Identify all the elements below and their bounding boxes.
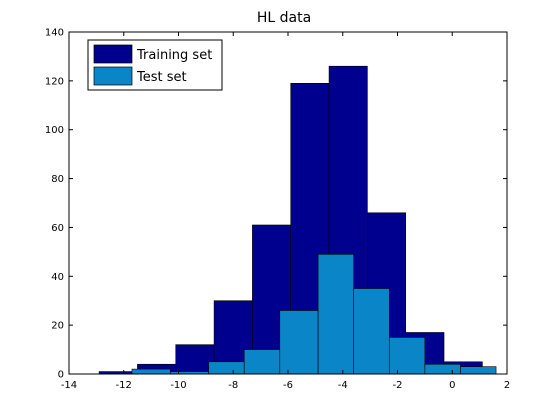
y-tick-label: 100 — [45, 125, 64, 136]
y-tick-label: 40 — [51, 272, 64, 283]
test-bar — [131, 368, 171, 375]
y-tick-label: 80 — [51, 174, 64, 185]
chart-title: HL data — [257, 10, 311, 26]
x-tick-label: 0 — [449, 380, 455, 391]
y-tick-label: 120 — [45, 76, 64, 87]
x-tick-label: -12 — [116, 380, 132, 391]
x-tick-label: -6 — [283, 380, 293, 391]
x-tick-label: -8 — [228, 380, 238, 391]
test-bar — [243, 349, 281, 375]
x-axis: -14 -12 -10 -8 -6 -4 -2 0 2 — [61, 32, 510, 391]
legend-label-training: Training set — [136, 48, 212, 63]
x-tick-label: 2 — [504, 380, 510, 391]
x-tick-label: -10 — [170, 380, 186, 391]
x-tick-label: -2 — [393, 380, 403, 391]
x-tick-label: -4 — [338, 380, 348, 391]
y-tick-label: 140 — [45, 28, 64, 39]
test-bar — [388, 337, 426, 375]
test-bar — [208, 361, 245, 375]
y-axis: 0 20 40 60 80 100 120 140 — [45, 28, 507, 381]
test-bar — [317, 254, 354, 375]
y-tick-label: 20 — [51, 321, 64, 332]
y-tick-label: 60 — [51, 223, 64, 234]
legend-swatch-training — [93, 44, 133, 64]
legend-label-test: Test set — [136, 70, 187, 85]
legend: Training set Test set — [87, 39, 223, 91]
y-tick-label: 0 — [58, 370, 64, 381]
x-tick-label: -14 — [61, 380, 77, 391]
test-series — [131, 254, 497, 375]
test-bar — [460, 366, 497, 375]
legend-swatch-test — [93, 66, 133, 86]
training-bar — [175, 344, 215, 375]
test-bar — [279, 310, 319, 375]
test-bar — [353, 288, 390, 375]
test-bar — [424, 363, 461, 375]
